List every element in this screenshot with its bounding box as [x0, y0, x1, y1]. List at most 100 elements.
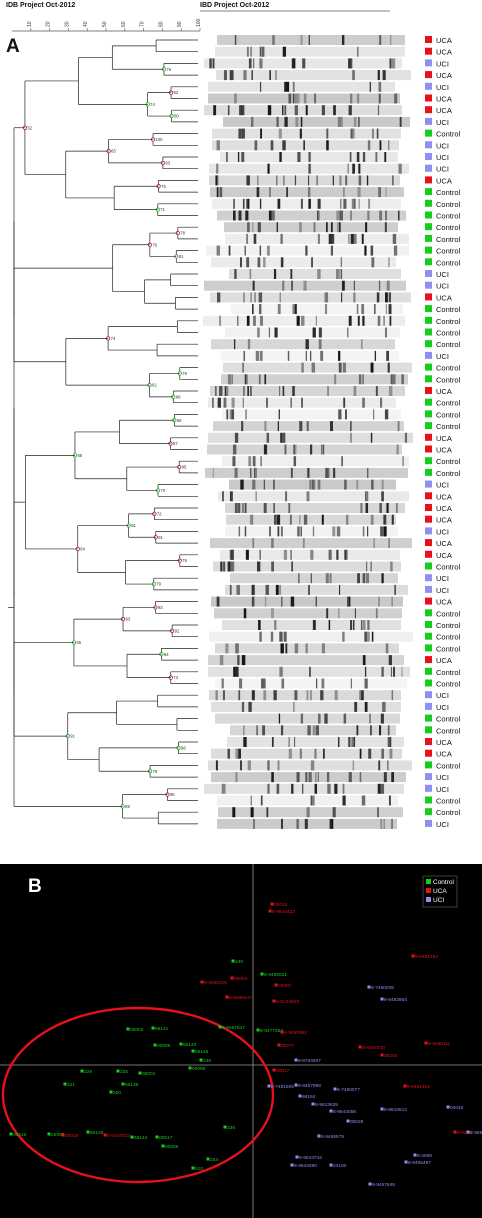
gel-band	[340, 210, 344, 221]
pca-point	[277, 1043, 281, 1047]
legend-swatch	[426, 879, 431, 884]
gel-band	[279, 631, 283, 642]
gel-band	[361, 795, 366, 806]
pca-point-label: 00017	[159, 1135, 173, 1141]
gel-band	[241, 421, 244, 432]
pca-point-label: 236	[227, 1125, 235, 1131]
pca-point-label: 8-9644058	[333, 1109, 356, 1115]
group-color-box	[425, 305, 432, 313]
pca-point-label: 8-9460	[457, 1130, 472, 1136]
pca-point	[380, 1053, 384, 1057]
gel-lane	[224, 222, 398, 233]
gel-band	[293, 701, 295, 712]
gel-lane	[208, 81, 395, 92]
gel-band	[309, 666, 311, 677]
pca-point-label: 00016	[13, 1132, 27, 1138]
pca-point	[380, 1107, 384, 1111]
pca-point	[161, 1144, 165, 1148]
gel-band	[236, 584, 240, 595]
group-color-box	[425, 176, 432, 184]
gel-band	[297, 152, 301, 162]
dendro-node-label: 76	[182, 558, 187, 563]
pca-point-label: 8-9457648	[372, 1182, 395, 1188]
gel-band	[292, 386, 295, 396]
pca-point	[453, 1130, 457, 1134]
pca-point-label: 66139	[125, 1082, 139, 1088]
gel-band	[259, 350, 263, 361]
row-group-label: Control	[436, 340, 461, 349]
dendro-node-label: 72	[157, 511, 162, 516]
pca-point-label: 8-9467240	[362, 1045, 385, 1051]
gel-band	[271, 561, 275, 572]
gel-lane	[205, 467, 408, 478]
group-color-box	[425, 445, 432, 453]
gel-band	[367, 467, 369, 478]
pca-point-label: 00028	[350, 1119, 364, 1125]
gel-band	[238, 678, 243, 689]
gel-band	[352, 128, 355, 139]
gel-band	[246, 198, 249, 209]
gel-band	[284, 116, 288, 127]
pca-point	[413, 1153, 417, 1157]
gel-band	[250, 46, 253, 57]
gel-band	[365, 491, 367, 502]
gel-band	[356, 93, 360, 104]
pca-point	[200, 980, 204, 984]
scale-tick-label: 20	[46, 21, 52, 27]
gel-band	[326, 128, 328, 139]
gel-band	[328, 233, 332, 244]
gel-band	[263, 444, 268, 455]
gel-band	[236, 643, 239, 654]
row-group-label: Control	[436, 329, 461, 338]
gel-band	[293, 444, 296, 455]
gel-band	[286, 187, 288, 198]
gel-band	[234, 35, 237, 45]
gel-band	[383, 526, 387, 537]
gel-band	[333, 467, 336, 478]
row-group-label: UCA	[436, 738, 452, 747]
gel-band	[290, 549, 292, 560]
gel-lane	[225, 233, 409, 244]
gel-band	[385, 210, 388, 221]
gel-band	[242, 362, 245, 373]
gel-band	[341, 456, 343, 467]
gel-band	[251, 690, 255, 701]
pca-point	[466, 1130, 470, 1134]
gel-band	[364, 245, 367, 256]
row-group-label: Control	[436, 680, 461, 689]
gel-band	[336, 526, 341, 537]
gel-band	[288, 93, 292, 104]
gel-band	[271, 608, 274, 619]
gel-band	[252, 479, 256, 490]
gel-band	[392, 666, 395, 677]
gel-band	[234, 432, 239, 443]
pca-point	[358, 1045, 362, 1049]
gel-band	[262, 678, 266, 689]
row-group-label: Control	[436, 422, 461, 431]
gel-band	[238, 128, 242, 139]
gel-band	[224, 386, 229, 396]
gel-band	[266, 397, 268, 408]
gel-band	[358, 374, 362, 385]
pca-point	[199, 1058, 203, 1062]
gel-band	[276, 783, 280, 794]
gel-band	[296, 772, 300, 783]
gel-band	[324, 304, 328, 315]
scale-tick-label: 50	[102, 21, 108, 27]
gel-band	[266, 432, 270, 443]
gel-lane	[225, 584, 408, 595]
gel-band	[389, 292, 391, 303]
gel-band	[306, 807, 310, 818]
gel-band	[240, 760, 242, 771]
gel-lane	[226, 514, 396, 525]
pca-point-label: 8-9490315	[204, 980, 227, 986]
gel-band	[301, 397, 303, 408]
pca-point-label: 253	[210, 1157, 218, 1163]
gel-band	[275, 584, 279, 595]
gel-band	[377, 783, 381, 794]
gel-band	[338, 737, 340, 747]
gel-band	[246, 175, 250, 186]
gel-band	[251, 70, 253, 81]
gel-band	[257, 175, 259, 186]
gel-lane	[212, 128, 401, 139]
